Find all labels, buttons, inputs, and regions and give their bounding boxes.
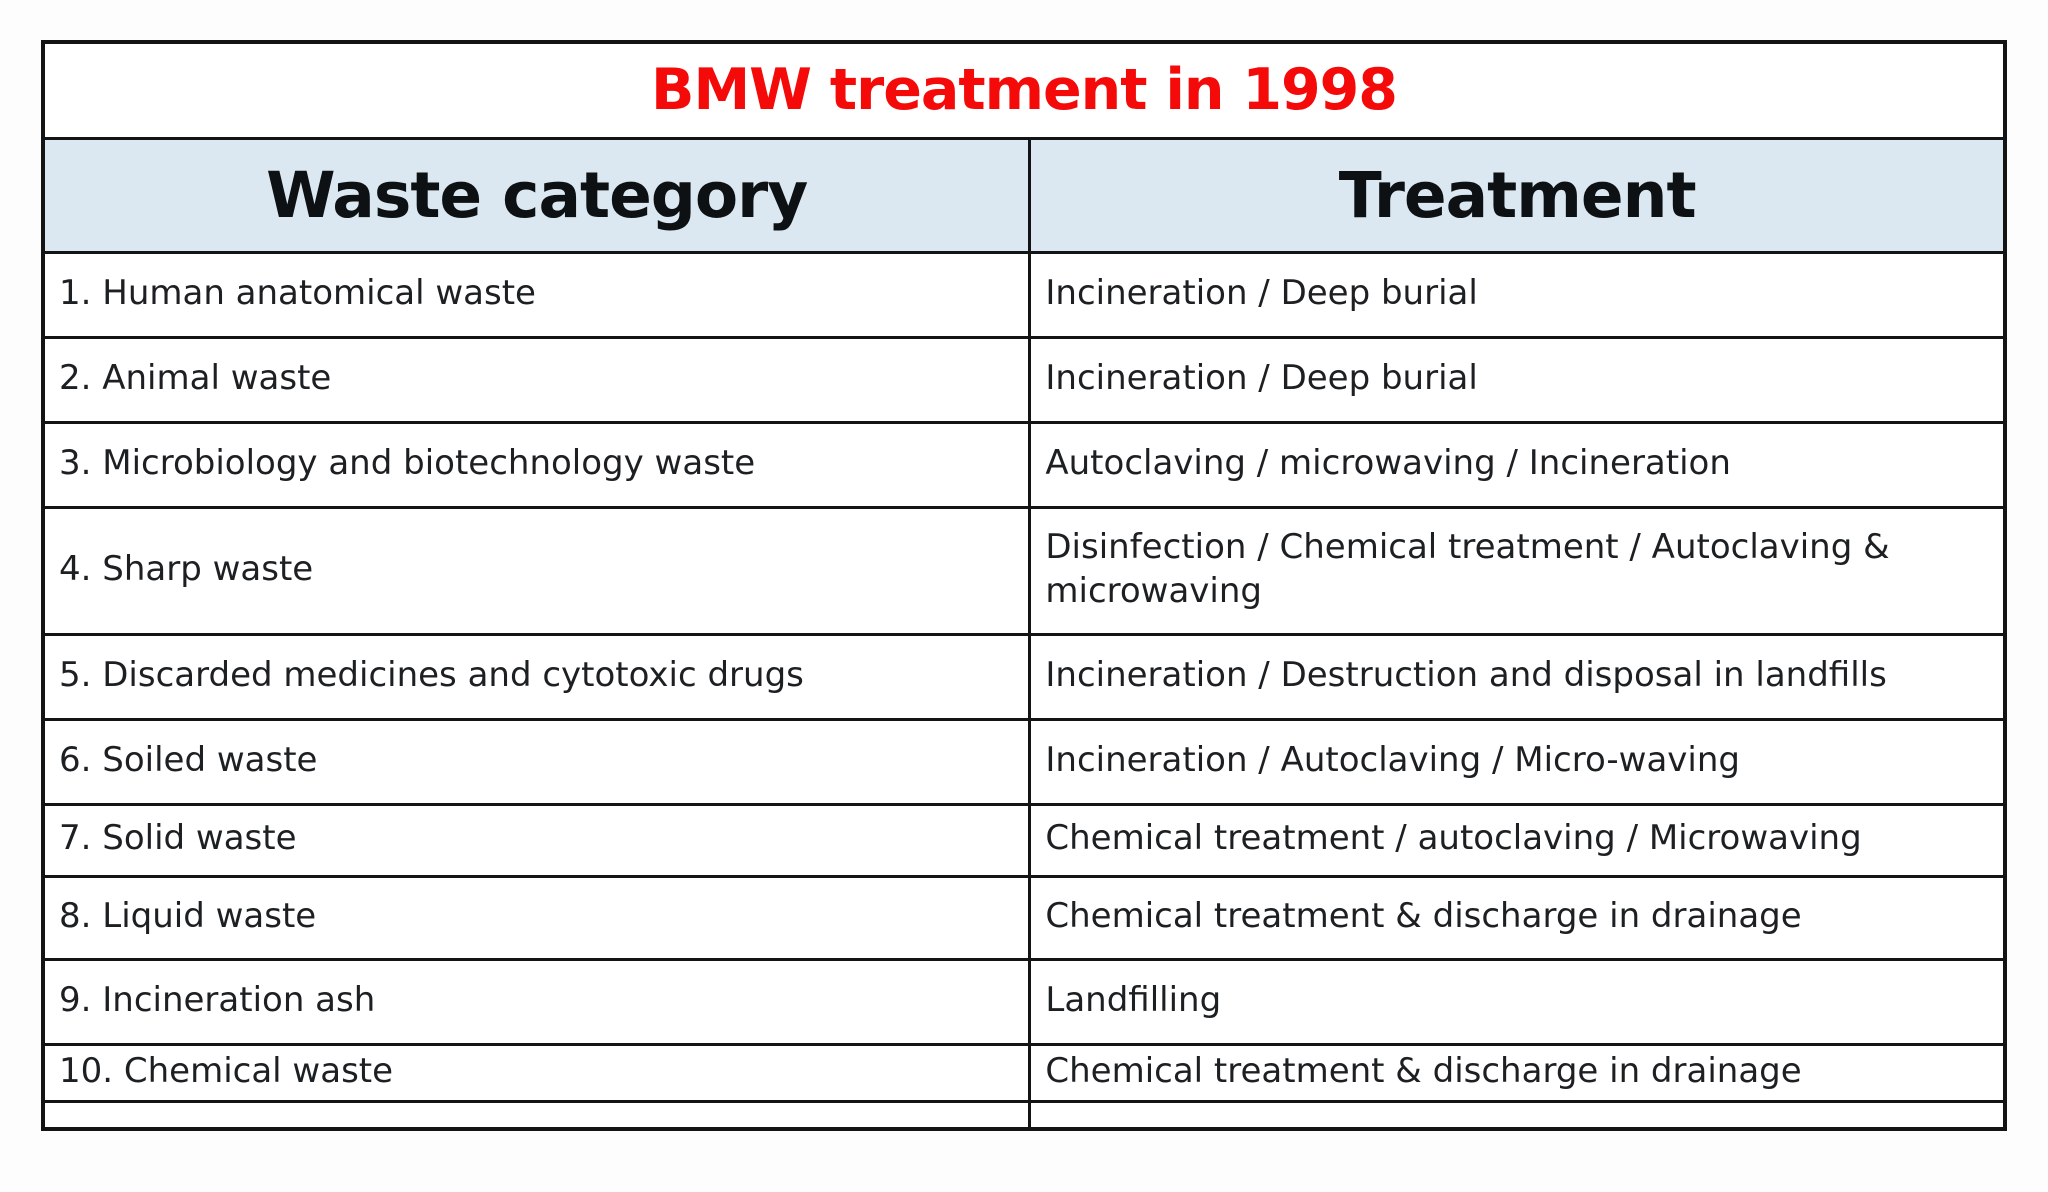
table-row: 8. Liquid waste Chemical treatment & dis… — [41, 874, 2007, 961]
column-header-waste-category: Waste category — [41, 136, 1032, 254]
waste-category-cell: 10. Chemical waste — [41, 1042, 1032, 1103]
table-row: 2. Animal waste Incineration / Deep buri… — [41, 335, 2007, 424]
table-row: 6. Soiled waste Incineration / Autoclavi… — [41, 717, 2007, 806]
waste-category-cell: 8. Liquid waste — [41, 874, 1032, 961]
treatment-cell-empty — [1028, 1099, 2007, 1131]
table-row: 5. Discarded medicines and cytotoxic dru… — [41, 632, 2007, 721]
table-row: 10. Chemical waste Chemical treatment & … — [41, 1042, 2007, 1103]
table-row: 9. Incineration ash Landfilling — [41, 957, 2007, 1046]
waste-category-cell: 6. Soiled waste — [41, 717, 1032, 806]
table-title: BMW treatment in 1998 — [41, 40, 2007, 140]
treatment-cell: Landfilling — [1028, 957, 2007, 1046]
waste-category-cell: 1. Human anatomical waste — [41, 250, 1032, 339]
bmw-treatment-table: BMW treatment in 1998 Waste category Tre… — [41, 40, 2007, 1131]
waste-category-cell: 7. Solid waste — [41, 802, 1032, 878]
waste-category-cell-empty — [41, 1099, 1032, 1131]
empty-trailing-row — [41, 1099, 2007, 1131]
table-row: 4. Sharp waste Disinfection / Chemical t… — [41, 505, 2007, 636]
waste-category-cell: 4. Sharp waste — [41, 505, 1032, 636]
treatment-cell: Incineration / Deep burial — [1028, 250, 2007, 339]
table-row: 7. Solid waste Chemical treatment / auto… — [41, 802, 2007, 878]
waste-category-cell: 3. Microbiology and biotechnology waste — [41, 420, 1032, 509]
column-header-treatment: Treatment — [1028, 136, 2007, 254]
treatment-cell: Chemical treatment / autoclaving / Micro… — [1028, 802, 2007, 878]
treatment-cell: Chemical treatment & discharge in draina… — [1028, 1042, 2007, 1103]
treatment-cell: Incineration / Autoclaving / Micro-wavin… — [1028, 717, 2007, 806]
table-header-row: Waste category Treatment — [41, 136, 2007, 254]
waste-category-cell: 5. Discarded medicines and cytotoxic dru… — [41, 632, 1032, 721]
table-row: 1. Human anatomical waste Incineration /… — [41, 250, 2007, 339]
table-row: 3. Microbiology and biotechnology waste … — [41, 420, 2007, 509]
waste-category-cell: 9. Incineration ash — [41, 957, 1032, 1046]
treatment-cell: Autoclaving / microwaving / Incineration — [1028, 420, 2007, 509]
treatment-cell: Chemical treatment & discharge in draina… — [1028, 874, 2007, 961]
treatment-cell: Incineration / Deep burial — [1028, 335, 2007, 424]
treatment-cell: Incineration / Destruction and disposal … — [1028, 632, 2007, 721]
waste-category-cell: 2. Animal waste — [41, 335, 1032, 424]
treatment-cell: Disinfection / Chemical treatment / Auto… — [1028, 505, 2007, 636]
table-title-row: BMW treatment in 1998 — [41, 40, 2007, 140]
